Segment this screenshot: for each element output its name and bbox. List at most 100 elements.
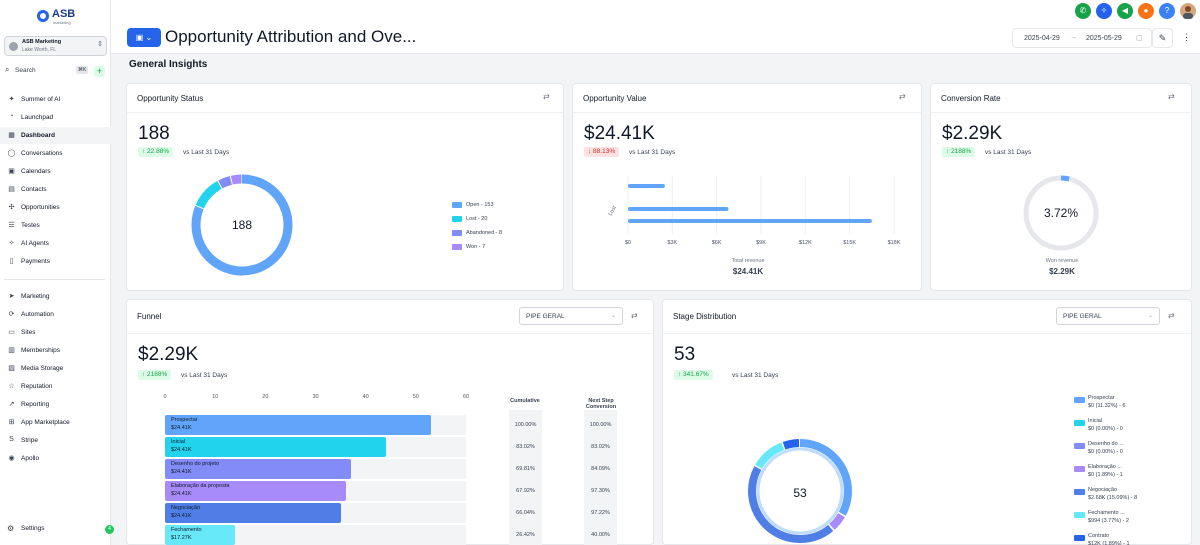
sidebar-item-marketing[interactable]: ➤ Marketing [0,288,111,305]
sidebar-item-dashboard[interactable]: ▦ Dashboard [0,127,111,144]
swap-icon[interactable]: ⇄ [543,92,550,101]
sidebar-item-launchpad[interactable]: ◔ Launchpad [0,109,111,126]
sidebar-item-app-marketplace[interactable]: ⊞ App Marketplace [0,414,111,431]
conversion-total: $2.29K [942,123,1003,144]
sidebar-item-label: Summer of AI [21,96,61,103]
brand-logo[interactable]: ASB marketing [35,7,75,27]
funnel-bar[interactable]: Fechamento $17.27K [165,525,236,545]
sidebar-item-stripe[interactable]: S Stripe [0,432,111,449]
sidebar-item-opportunities[interactable]: ✣ Opportunities [0,199,111,216]
swap-icon[interactable]: ⇄ [1168,92,1175,101]
user-avatar[interactable] [1180,3,1196,19]
funnel-stage-name: Fechamento [171,527,202,533]
x-tick-label: 20 [262,394,269,400]
edit-button[interactable]: ✎ [1152,28,1173,48]
dashboard-icon: ▦ [8,132,15,139]
sidebar-item-label: Conversations [21,150,63,157]
more-options-icon[interactable]: ⋮ [1182,32,1191,42]
column-background [584,410,617,545]
date-range-picker[interactable]: 2025-04-29 → 2025-05-29 ▢ [1012,28,1152,48]
magic-icon[interactable]: ✧ [1096,3,1112,19]
sidebar-item-media-storage[interactable]: ▨ Media Storage [0,360,111,377]
calendar-icon: ▢ [1136,35,1143,42]
sidebar-item-payments[interactable]: ▯ Payments [0,253,111,270]
marketplace-icon: ⊞ [8,419,15,426]
funnel-bar[interactable]: Elaboração da proposta $24.41K [165,481,346,501]
sidebar-item-apollo[interactable]: ◉ Apollo [0,450,111,467]
next-step-header: Next Step Conversion [585,398,617,410]
date-from: 2025-04-29 [1024,35,1060,42]
funnel-stage-amount: $24.41K [171,469,192,475]
sidebar-item-settings[interactable]: ⚙ Settings 4 [0,521,114,537]
cumulative-cell: 83.02% [516,444,535,450]
sidebar-item-automation[interactable]: ⟳ Automation [0,306,111,323]
funnel-bar[interactable]: Desenho do projeto $24.41K [165,459,351,479]
swap-icon[interactable]: ⇄ [1168,311,1175,320]
card-title: Funnel [137,312,162,321]
pipeline-select[interactable]: PIPE GERAL ⌄ [519,307,623,325]
sidebar-item-reporting[interactable]: ↗ Reporting [0,396,111,413]
dashboard-switcher-button[interactable]: ▣ ⌄ [127,28,161,47]
pipeline-select[interactable]: PIPE GERAL ⌄ [1056,307,1160,325]
funnel-stage-name: Negociação [171,505,201,511]
x-tick-label: 0 [163,394,167,400]
sidebar-item-contacts[interactable]: ▤ Contacts [0,181,111,198]
legend-swatch [1074,489,1085,495]
calendar-icon: ▣ [8,168,15,175]
y-axis-label: Lost [608,205,619,217]
sidebar-item-sites[interactable]: ▭ Sites [0,324,111,341]
value-bar[interactable] [628,207,729,211]
search-button[interactable]: ⌕ Search ⌘K [4,65,89,77]
phone-icon[interactable]: ✆ [1075,3,1091,19]
x-tick-label: $12K [798,240,812,246]
ai-agent-icon: ✧ [8,240,15,247]
sidebar-item-testes[interactable]: ☰ Testes [0,217,111,234]
sidebar-item-label: Sites [21,329,36,336]
legend-detail: $2.68K (15.09%) - 8 [1088,495,1138,501]
quick-add-button[interactable]: + [94,66,105,77]
sidebar-item-conversations[interactable]: ◯ Conversations [0,145,111,162]
legend-label: Lost - 20 [466,216,488,222]
status-donut-chart: 188 [191,174,293,276]
send-icon: ➤ [8,293,15,300]
sidebar-item-reputation[interactable]: ☆ Reputation [0,378,111,395]
stage-slice-prospectar[interactable] [748,439,852,543]
funnel-stage-amount: $24.41K [171,513,192,519]
x-tick-label: $18K [887,240,901,246]
funnel-bar[interactable]: Inicial $24.41K [165,437,386,457]
sidebar-item-label: Reputation [21,383,53,390]
swap-icon[interactable]: ⇄ [899,92,906,101]
next-step-cell: 83.02% [591,444,610,450]
swap-icon[interactable]: ⇄ [631,311,638,320]
bar-track [165,525,466,545]
sidebar-item-ai-agents[interactable]: ✧ AI Agents [0,235,111,252]
x-tick-label: $0 [624,240,632,246]
funnel-bar[interactable]: Prospectar $24.41K [165,415,431,435]
total-revenue-label: Total revenue [731,258,765,264]
help-icon[interactable]: ? [1159,3,1175,19]
sidebar-item-summer-of-ai[interactable]: ✦ Summer of AI [0,91,111,108]
next-step-cell: 97.22% [591,510,610,516]
sidebar-item-memberships[interactable]: ▥ Memberships [0,342,111,359]
stage-slice-negocia-o[interactable] [748,439,852,543]
comparison-label: vs Last 31 Days [181,372,228,379]
funnel-bar[interactable]: Negociação $24.41K [165,503,341,523]
next-step-cell: 100.00% [589,422,612,428]
stage-change-badge: ↑ 341.67% [674,370,713,380]
value-bar[interactable] [628,219,872,223]
cumulative-cell: 66.04% [516,510,535,516]
divider [127,333,653,334]
stage-total: 53 [674,344,696,365]
status-slice-open[interactable] [191,174,293,276]
sidebar-item-calendars[interactable]: ▣ Calendars [0,163,111,180]
bell-icon[interactable]: ● [1138,3,1154,19]
account-switcher[interactable]: ASB Marketing Lake Worth, FL ⇕ [4,36,107,56]
next-step-cell: 40.00% [591,532,610,538]
funnel-stage-amount: $24.41K [171,425,192,431]
conversion-gauge: 3.72% [1023,175,1099,251]
sidebar-item-label: Testes [21,222,40,229]
sidebar-item-label: Stripe [21,437,38,444]
value-bar[interactable] [628,184,665,188]
megaphone-icon[interactable]: ◀ [1117,3,1133,19]
cumulative-cell: 26.42% [516,532,535,538]
